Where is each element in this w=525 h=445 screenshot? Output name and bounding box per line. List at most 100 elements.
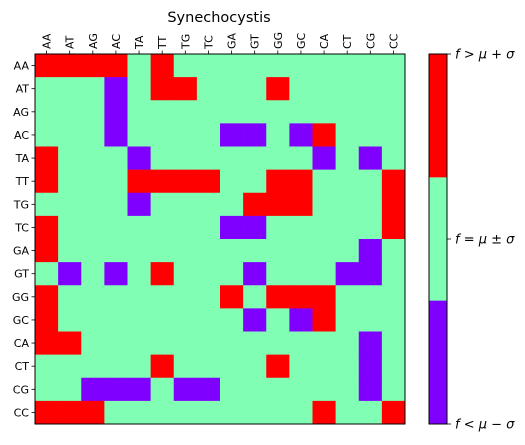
heatmap-frame	[34, 53, 406, 425]
y-tick-label: AA	[14, 60, 30, 73]
x-tick-label: TT	[156, 35, 169, 50]
heatmap-cell-AT-AT	[58, 77, 82, 101]
heatmap-cell-CA-AA	[35, 331, 59, 355]
heatmap-cell-AG-TC	[196, 100, 221, 124]
heatmap-cell-CG-CC	[381, 377, 406, 402]
heatmap-cell-CT-CA	[312, 354, 336, 379]
y-tick-label: TA	[15, 152, 30, 165]
heatmap-cell-TA-GA	[220, 146, 244, 170]
x-tick-label: AG	[87, 33, 100, 49]
heatmap-cell-TA-AT	[58, 146, 82, 170]
heatmap-cell-TT-CT	[335, 169, 360, 194]
heatmap-cell-AC-GA	[220, 123, 244, 147]
heatmap-cell-CC-TC	[196, 400, 221, 425]
heatmap-cell-TA-CA	[312, 146, 336, 170]
heatmap-cell-CA-CT	[335, 331, 360, 355]
y-tick-label: AT	[16, 83, 30, 96]
heatmap-cell-AC-AG	[81, 123, 105, 147]
heatmap-cell-TG-AG	[81, 192, 105, 217]
heatmap-cell-AA-TC	[196, 54, 221, 78]
heatmap-cell-CG-AT	[58, 377, 82, 402]
heatmap-cell-AA-CA	[312, 54, 336, 78]
heatmap-cell-CC-TG	[173, 400, 198, 425]
heatmap-cell-TT-CG	[358, 169, 383, 194]
heatmap-cell-CT-TG	[173, 354, 198, 379]
heatmap-cell-TG-CC	[381, 192, 406, 217]
heatmap-cell-CG-GC	[289, 377, 313, 402]
heatmap-cell-CA-AG	[81, 331, 105, 355]
heatmap-cell-AC-AA	[35, 123, 59, 147]
heatmap-cell-GT-TT	[150, 262, 175, 286]
heatmap-cell-AC-CT	[335, 123, 360, 147]
heatmap-cell-CT-GT	[243, 354, 267, 379]
heatmap-cell-TT-CC	[381, 169, 406, 194]
heatmap-cell-TC-CG	[358, 215, 383, 240]
heatmap-cell-CG-GT	[243, 377, 267, 402]
heatmap-cell-GA-GC	[289, 239, 313, 263]
y-tick-label: GA	[13, 245, 30, 258]
heatmap-cell-GG-AC	[104, 285, 128, 309]
heatmap-cell-GG-CA	[312, 285, 336, 309]
heatmap-cell-GT-GT	[243, 262, 267, 286]
heatmap-cell-GG-CG	[358, 285, 383, 309]
heatmap-cell-GT-AA	[35, 262, 59, 286]
heatmap-cell-TC-CA	[312, 215, 336, 240]
heatmap-cell-CT-GC	[289, 354, 313, 379]
heatmap-cell-TC-TC	[196, 215, 221, 240]
heatmap-cell-GG-AA	[35, 285, 59, 309]
heatmap-cell-CG-CG	[358, 377, 383, 402]
heatmap-cell-CA-GC	[289, 331, 313, 355]
heatmap-cell-TC-TG	[173, 215, 198, 240]
heatmap-cell-AT-AC	[104, 77, 128, 101]
heatmap-cell-TC-TT	[150, 215, 175, 240]
heatmap-cell-AG-AC	[104, 100, 128, 124]
heatmap-cell-AT-AG	[81, 77, 105, 101]
heatmap-cell-GG-GT	[243, 285, 267, 309]
heatmap-cell-GC-AG	[81, 308, 105, 332]
heatmap-cell-AC-TC	[196, 123, 221, 147]
heatmap-cell-CC-CT	[335, 400, 360, 425]
heatmap-cell-AC-GC	[289, 123, 313, 147]
heatmap-cell-CC-TA	[127, 400, 151, 425]
heatmap-cell-AC-CA	[312, 123, 336, 147]
y-tick-label: GC	[13, 314, 30, 327]
heatmap-cell-TT-AT	[58, 169, 82, 194]
heatmap-cell-GT-AC	[104, 262, 128, 286]
heatmap-cell-TT-TT	[150, 169, 175, 194]
heatmap-cell-CT-TT	[150, 354, 175, 379]
heatmap-cell-GG-TG	[173, 285, 198, 309]
heatmap-cell-CG-AC	[104, 377, 128, 402]
heatmap-cell-GT-TC	[196, 262, 221, 286]
heatmap-cell-TG-AA	[35, 192, 59, 217]
heatmap-cell-AA-GT	[243, 54, 267, 78]
heatmap-cell-AT-GA	[220, 77, 244, 101]
heatmap-cell-GG-TC	[196, 285, 221, 309]
heatmap-cell-TC-GC	[289, 215, 313, 240]
x-tick-label: AT	[64, 35, 77, 49]
heatmap-cell-AA-AC	[104, 54, 128, 78]
x-tick-label: TG	[179, 34, 192, 50]
x-tick-labels: AA AT AG AC TA TT TG TC GA GT GG GC CA CT CG CC	[41, 32, 400, 54]
x-tick-label: CA	[318, 33, 331, 49]
heatmap-cell-AA-CT	[335, 54, 360, 78]
heatmap-cell-GC-TG	[173, 308, 198, 332]
heatmap-cell-TT-AC	[104, 169, 128, 194]
heatmap-cell-CG-TA	[127, 377, 151, 402]
heatmap-cell-TA-CT	[335, 146, 360, 170]
heatmap-cell-GT-GG	[266, 262, 290, 286]
heatmap-cell-AG-CT	[335, 100, 360, 124]
heatmap-cell-CG-GG	[266, 377, 290, 402]
heatmap-cell-AT-CG	[358, 77, 383, 101]
x-tick-label: AC	[110, 34, 123, 49]
heatmap-cell-AT-TA	[127, 77, 151, 101]
heatmap-cell-AA-GG	[266, 54, 290, 78]
heatmap-cell-CC-GC	[289, 400, 313, 425]
heatmap-cell-TG-CT	[335, 192, 360, 217]
heatmap-cell-TA-TT	[150, 146, 175, 170]
heatmap-cell-AA-AA	[35, 54, 59, 78]
heatmap-cell-CT-GG	[266, 354, 290, 379]
y-tick-label: AC	[14, 129, 29, 142]
heatmap-cell-CT-TA	[127, 354, 151, 379]
heatmap-cell-GA-CG	[358, 239, 383, 263]
x-tick-label: CT	[341, 34, 354, 49]
